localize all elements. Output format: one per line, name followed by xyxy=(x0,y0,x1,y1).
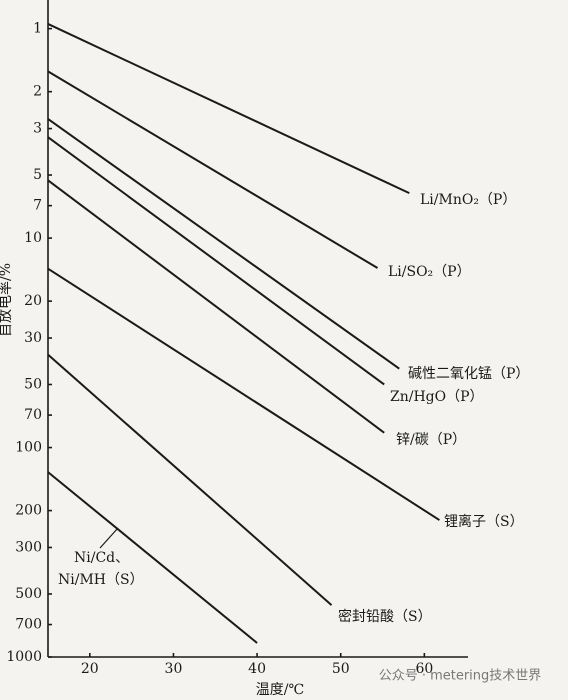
series-label: Li/SO₂（P） xyxy=(388,264,471,280)
x-tick-label: 50 xyxy=(332,661,350,677)
y-tick-label: 3 xyxy=(33,121,42,137)
y-tick-label: 70 xyxy=(24,407,42,423)
y-tick-label: 1 xyxy=(33,21,42,37)
series-line xyxy=(47,471,258,644)
x-tick-label: 30 xyxy=(165,661,183,677)
x-tick-label: 60 xyxy=(415,661,433,677)
series-line xyxy=(47,136,385,386)
series-label: 密封铅酸（S） xyxy=(338,608,432,625)
series-line xyxy=(47,118,400,370)
y-tick-label: 30 xyxy=(24,330,42,346)
y-tick-label: 50 xyxy=(24,376,42,392)
series-line xyxy=(47,70,379,269)
watermark: 公众号 · metering技术世界 xyxy=(379,669,542,684)
x-axis-title: 温度/℃ xyxy=(256,682,304,698)
series-label: Zn/HgO（P） xyxy=(390,389,484,405)
y-tick-label: 20 xyxy=(24,293,42,309)
y-axis-title: 自放电率/% xyxy=(0,263,14,337)
y-tick-label: 1000 xyxy=(6,649,42,665)
series-line xyxy=(47,179,385,434)
y-tick-label: 700 xyxy=(15,617,42,633)
series-label: 锌/碳（P） xyxy=(396,432,466,448)
y-tick-label: 7 xyxy=(33,198,42,214)
y-tick-label: 200 xyxy=(15,503,42,519)
y-tick-label: 300 xyxy=(15,539,42,555)
series-line xyxy=(47,267,440,521)
series-label: Li/MnO₂（P） xyxy=(420,192,516,208)
series-line xyxy=(47,23,410,195)
leader-line xyxy=(99,527,119,549)
series-line xyxy=(47,353,333,606)
series-label: Ni/Cd、 Ni/MH（S） xyxy=(58,550,144,588)
series-label: 碱性二氧化锰（P） xyxy=(408,366,529,382)
x-tick-label: 40 xyxy=(248,661,266,677)
y-tick-label: 2 xyxy=(33,84,42,100)
y-tick-label: 500 xyxy=(15,586,42,602)
y-tick-label: 5 xyxy=(33,167,42,183)
y-tick-label: 100 xyxy=(15,440,42,456)
series-label: 锂离子（S） xyxy=(444,513,524,530)
y-tick-label: 10 xyxy=(24,230,42,246)
x-tick-label: 20 xyxy=(81,661,99,677)
